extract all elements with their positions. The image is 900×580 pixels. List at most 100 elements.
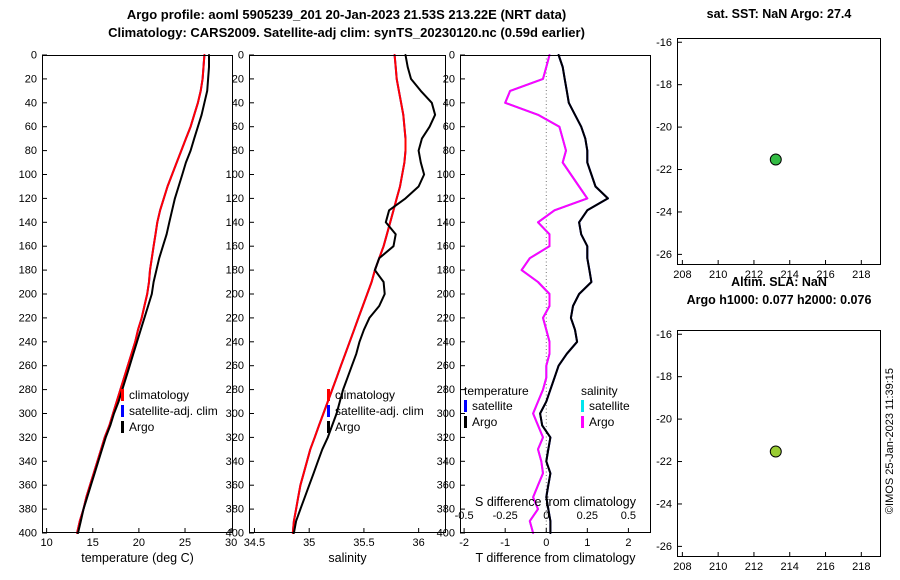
legend-label: Argo xyxy=(589,415,615,429)
t-argo-line-swatch xyxy=(464,416,467,428)
y-tick-label: 100 xyxy=(226,169,244,181)
y-tick-label: 0 xyxy=(31,50,37,62)
y-tick-label: 40 xyxy=(443,97,455,109)
y-tick-label: 120 xyxy=(437,193,455,205)
y-tick-label: -24 xyxy=(656,498,672,510)
y-tick-label: 160 xyxy=(226,241,244,253)
x-tick-label: 15 xyxy=(87,537,99,549)
y-tick-label: 200 xyxy=(437,289,455,301)
legend-label: satellite-adj. clim xyxy=(335,404,424,418)
y-tick-label: 300 xyxy=(226,408,244,420)
s-axis-tick-label: -0.5 xyxy=(455,510,474,522)
y-tick-label: 60 xyxy=(232,121,244,133)
y-tick-label: 60 xyxy=(443,121,455,133)
temperature-xlabel: temperature (deg C) xyxy=(81,551,194,565)
y-tick-label: -18 xyxy=(656,79,672,91)
s-satellite-line-swatch xyxy=(581,400,584,412)
y-tick-label: 180 xyxy=(437,265,455,277)
temperature-legend: climatology satellite-adj. clim Argo xyxy=(121,387,218,435)
x-tick-label: -2 xyxy=(459,537,469,549)
x-tick-label: 210 xyxy=(709,269,727,281)
y-tick-label: 340 xyxy=(437,456,455,468)
Argo-line xyxy=(539,54,609,534)
y-tick-label: 20 xyxy=(443,73,455,85)
y-tick-label: 300 xyxy=(19,408,37,420)
tdiff-legend-salinity-column: salinity satellite Argo xyxy=(581,383,630,430)
satellite-adj-clim-line-swatch xyxy=(327,405,330,417)
sla-map-title: Altim. SLA: NaN xyxy=(731,275,827,289)
axes-box xyxy=(42,55,233,533)
y-tick-label: 320 xyxy=(226,432,244,444)
y-tick-label: 280 xyxy=(437,384,455,396)
y-tick-label: -20 xyxy=(656,414,672,426)
argo-position-marker xyxy=(769,445,782,458)
satellite-adj-clim-line-swatch xyxy=(121,405,124,417)
y-tick-label: 120 xyxy=(226,193,244,205)
Argo-line xyxy=(77,54,210,534)
y-tick-label: 40 xyxy=(232,97,244,109)
salinity-profile-chart: 34.5 35 35.5 36 0 20 40 60 80 100 120 140 160 180 200 2… xyxy=(226,50,446,549)
x-tick-label: 1 xyxy=(584,537,590,549)
legend-column-title: temperature xyxy=(464,384,529,398)
y-tick-label: 160 xyxy=(437,241,455,253)
figure-title: Argo profile: aoml 5905239_201 20-Jan-20… xyxy=(126,7,567,22)
y-tick-label: 0 xyxy=(238,50,244,62)
t-satellite-line-swatch xyxy=(464,400,467,412)
x-tick-label: 20 xyxy=(133,537,145,549)
y-tick-label: 300 xyxy=(437,408,455,420)
y-tick-label: 360 xyxy=(19,480,37,492)
y-tick-label: 180 xyxy=(226,265,244,277)
y-tick-label: 360 xyxy=(437,480,455,492)
legend-label: Argo xyxy=(472,415,498,429)
x-tick-label: 216 xyxy=(816,561,834,573)
salinity-legend: climatology satellite-adj. clim Argo xyxy=(327,387,424,435)
salinity-xlabel: salinity xyxy=(328,551,367,565)
y-tick-label: 280 xyxy=(19,384,37,396)
x-tick-label: 210 xyxy=(709,561,727,573)
legend-label: Argo xyxy=(129,420,155,434)
x-tick-label: 36 xyxy=(413,537,425,549)
legend-item-s-argo: Argo xyxy=(581,414,630,430)
y-tick-label: -22 xyxy=(656,164,672,176)
y-tick-label: 40 xyxy=(25,97,37,109)
x-tick-label: -1 xyxy=(500,537,510,549)
legend-item-satellite-adj-clim: satellite-adj. clim xyxy=(121,403,218,419)
y-tick-label: 260 xyxy=(19,360,37,372)
y-tick-label: 140 xyxy=(437,217,455,229)
y-tick-label: 80 xyxy=(443,145,455,157)
argo-line-swatch xyxy=(327,421,330,433)
x-tick-label: 214 xyxy=(781,561,799,573)
y-tick-label: -20 xyxy=(656,122,672,134)
y-tick-label: 60 xyxy=(25,121,37,133)
x-tick-label: 208 xyxy=(673,269,691,281)
y-tick-label: 380 xyxy=(226,504,244,516)
legend-label: climatology xyxy=(335,388,396,402)
tdiff-legend-temperature-column: temperature satellite Argo xyxy=(464,383,529,430)
map_sst-plot-area: 208 210 212 214 216 218 -16 -18 -20 -22 -24 -26 xyxy=(656,37,881,281)
legend-item-argo: Argo xyxy=(327,419,424,435)
x-tick-label: 0 xyxy=(543,537,549,549)
legend-item-t-argo: Argo xyxy=(464,414,529,430)
s-difference-axis-label: S difference from climatology xyxy=(475,495,636,509)
y-tick-label: 320 xyxy=(437,432,455,444)
y-tick-label: 400 xyxy=(437,528,455,540)
y-tick-label: 220 xyxy=(19,312,37,324)
legend-label: satellite xyxy=(472,399,513,413)
temperature-profile-chart: 10 15 20 25 30 0 20 40 60 80 100 120 140 160 180 200 220… xyxy=(19,50,238,550)
y-tick-label: -26 xyxy=(656,541,672,553)
axes-box xyxy=(677,38,881,265)
legend-item-s-satellite: satellite xyxy=(581,398,630,414)
x-tick-label: 2 xyxy=(625,537,631,549)
y-tick-label: 20 xyxy=(232,73,244,85)
y-tick-label: 100 xyxy=(19,169,37,181)
legend-label: satellite-adj. clim xyxy=(129,404,218,418)
sla-map-chart: 208 210 212 214 216 218 -16 -18 -20 -22 -24 -26 xyxy=(656,329,881,573)
x-tick-label: 30 xyxy=(225,537,237,549)
climatology-line-swatch xyxy=(327,389,330,401)
y-tick-label: 380 xyxy=(19,504,37,516)
x-tick-label: 10 xyxy=(40,537,52,549)
legend-label: climatology xyxy=(129,388,190,402)
legend-item-climatology: climatology xyxy=(327,387,424,403)
y-tick-label: 340 xyxy=(19,456,37,468)
